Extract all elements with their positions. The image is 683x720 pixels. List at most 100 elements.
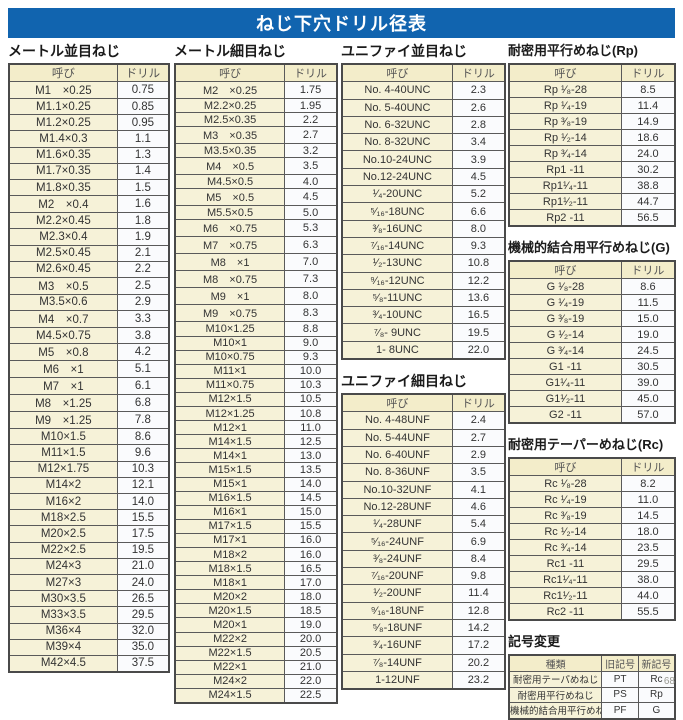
thread-name-cell: M9 ×1 xyxy=(174,287,286,306)
table-row: G ³⁄₈-19 15.0 xyxy=(508,310,676,327)
value-cell: 18.0 xyxy=(284,589,338,605)
column-header: 新記号 xyxy=(637,654,676,672)
table-row: ⁷⁄₈-14UNF 20.2 xyxy=(341,653,506,672)
thread-name-cell: Rc ³⁄₈-19 xyxy=(508,507,622,524)
value-cell: 1.4 xyxy=(116,162,170,180)
value-cell: 1.8 xyxy=(116,212,170,230)
column-header: 呼び xyxy=(174,63,286,82)
thread-name-cell: No. 5-40UNC xyxy=(341,98,453,117)
value-cell: 2.3 xyxy=(451,81,506,100)
header-row: 呼び ドリル xyxy=(174,63,338,82)
thread-name-cell: ⁵⁄₈-11UNC xyxy=(341,288,453,308)
column-metric-coarse: メートル並目ねじ 呼び ドリル M1 ×0.25 0.75 M1.1×0.25 0.85 M… xyxy=(8,40,170,674)
table-row: Rp ³⁄₄-14 24.0 xyxy=(508,145,676,162)
thread-name-cell: M2 ×0.4 xyxy=(8,195,118,214)
table-row: M18×2 16.0 xyxy=(174,546,338,563)
thread-name-cell: No. 4-40UNC xyxy=(341,81,453,100)
table-row: M14×1 13.0 xyxy=(174,448,338,464)
thread-name-cell: M22×2.5 xyxy=(8,541,118,559)
thread-name-cell: ⁷⁄₁₆-20UNF xyxy=(341,567,453,586)
table-row: M20×1 19.0 xyxy=(174,617,338,633)
table-row: ¹⁄₄-28UNF 5.4 xyxy=(341,515,506,534)
thread-name-cell: M18×2 xyxy=(174,546,286,563)
table-row: M1.6×0.35 1.3 xyxy=(8,146,170,164)
thread-name-cell: No. 8-32UNC xyxy=(341,133,453,152)
value-cell: 1.5 xyxy=(116,178,170,197)
thread-name-cell: M8 ×0.75 xyxy=(174,270,286,289)
table-row: M10×1.25 8.8 xyxy=(174,321,338,337)
page-title: ねじ下穴ドリル径表 xyxy=(8,8,675,38)
value-cell: 6.9 xyxy=(451,532,506,551)
value-cell: 14.5 xyxy=(620,507,676,524)
thread-name-cell: 機械的結合用平行めねじ xyxy=(508,702,603,719)
value-cell: 2.2 xyxy=(284,112,338,128)
thread-name-cell: M1.4×0.3 xyxy=(8,130,118,148)
table-row: M2 ×0.25 1.75 xyxy=(174,81,338,99)
table-row: No. 8-32UNC 3.4 xyxy=(341,133,506,152)
value-cell: 2.4 xyxy=(451,411,506,430)
table-row: M33×3.5 29.5 xyxy=(8,606,170,624)
thread-name-cell: Rc1¹⁄₄-11 xyxy=(508,571,622,588)
table-row: M11×0.75 10.3 xyxy=(174,377,338,393)
value-cell: 7.3 xyxy=(284,270,338,289)
thread-name-cell: M18×2.5 xyxy=(8,509,118,527)
table-row: G ³⁄₄-14 24.5 xyxy=(508,342,676,359)
thread-name-cell: M4 ×0.5 xyxy=(174,157,286,176)
thread-name-cell: M17×1 xyxy=(174,532,286,548)
thread-name-cell: No.10-24UNC xyxy=(341,150,453,169)
thread-name-cell: G1 -11 xyxy=(508,358,622,375)
value-cell: 6.6 xyxy=(451,202,506,221)
value-cell: 22.5 xyxy=(284,687,338,704)
table-row: M3 ×0.5 2.5 xyxy=(8,276,170,295)
thread-name-cell: G ¹⁄₂-14 xyxy=(508,326,622,343)
table-row: G ¹⁄₈-28 8.6 xyxy=(508,278,676,295)
thread-name-cell: M10×1.25 xyxy=(174,321,286,337)
table-row: No. 6-32UNC 2.8 xyxy=(341,115,506,135)
value-cell: 7.0 xyxy=(284,253,338,272)
table-row: M1.7×0.35 1.4 xyxy=(8,162,170,180)
value-cell: 26.5 xyxy=(116,590,170,608)
table-row: M8 ×1.25 6.8 xyxy=(8,394,170,413)
header-row: 呼び ドリル xyxy=(508,457,676,476)
table-row: M1.2×0.25 0.95 xyxy=(8,114,170,132)
value-cell: PF xyxy=(601,702,639,719)
table-row: M4.5×0.5 4.0 xyxy=(174,174,338,190)
value-cell: 3.4 xyxy=(451,133,506,152)
table-row: M17×1 16.0 xyxy=(174,532,338,548)
table-row: M22×2 20.0 xyxy=(174,631,338,647)
value-cell: 8.8 xyxy=(284,321,338,337)
value-cell: 17.5 xyxy=(116,525,170,543)
thread-name-cell: M27×3 xyxy=(8,573,118,592)
section-title-metric-coarse: メートル並目ねじ xyxy=(8,43,120,59)
g-table: 呼び ドリル G ¹⁄₈-28 8.6 G ¹⁄₄-19 11.5 G ³⁄₈-19 15.0… xyxy=(508,260,676,424)
value-cell: 56.5 xyxy=(620,209,676,227)
value-cell: 12.1 xyxy=(116,476,170,495)
value-cell: 8.0 xyxy=(451,219,506,238)
table-row: M2.6×0.45 2.2 xyxy=(8,260,170,278)
table-row: M1.8×0.35 1.5 xyxy=(8,178,170,197)
table-row: 耐密用テーパめねじ PT Rc xyxy=(508,671,676,688)
thread-name-cell: M16×1.5 xyxy=(174,490,286,506)
thread-name-cell: M12×1.75 xyxy=(8,460,118,478)
table-row: M15×1.5 13.5 xyxy=(174,462,338,478)
table-row: 1- 8UNC 22.0 xyxy=(341,340,506,360)
value-cell: 3.2 xyxy=(284,143,338,159)
thread-name-cell: 1- 8UNC xyxy=(341,340,453,360)
value-cell: 32.0 xyxy=(116,622,170,640)
thread-name-cell: Rp ¹⁄₂-14 xyxy=(508,129,622,146)
table-row: Rp ¹⁄₄-19 11.4 xyxy=(508,97,676,114)
thread-name-cell: Rc1¹⁄₂-11 xyxy=(508,587,622,604)
thread-name-cell: M9 ×1.25 xyxy=(8,411,118,430)
thread-name-cell: M24×2 xyxy=(174,673,286,689)
table-row: 耐密用平行めねじ PS Rp xyxy=(508,686,676,703)
thread-name-cell: M20×2.5 xyxy=(8,525,118,543)
thread-name-cell: Rc2 -11 xyxy=(508,603,622,621)
table-row: Rp1 -11 30.2 xyxy=(508,161,676,178)
value-cell: 10.0 xyxy=(284,363,338,379)
rp-table: 呼び ドリル Rp ¹⁄₈-28 8.5 Rp ¹⁄₄-19 11.4 Rp ³⁄₈-19 1… xyxy=(508,63,676,227)
thread-name-cell: M42×4.5 xyxy=(8,654,118,673)
table-row: M22×1.5 20.5 xyxy=(174,645,338,661)
value-cell: 6.8 xyxy=(116,394,170,413)
thread-name-cell: M2.2×0.25 xyxy=(174,97,286,114)
thread-name-cell: M4.5×0.5 xyxy=(174,174,286,190)
